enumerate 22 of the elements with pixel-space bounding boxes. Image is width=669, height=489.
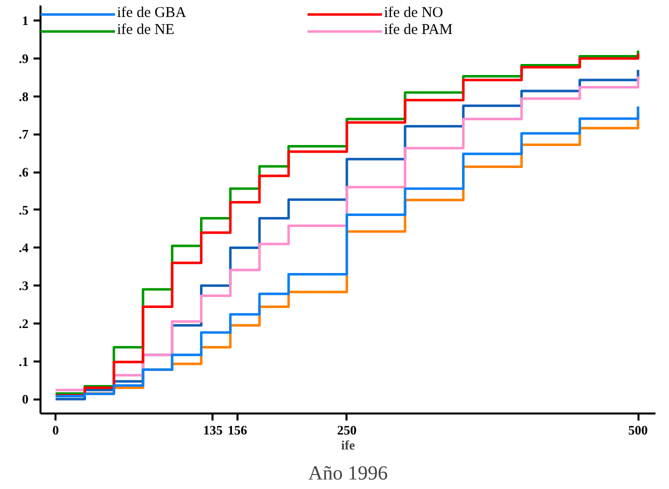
x-tick-label: 156 [228,422,248,438]
y-tick-label: .7 [18,126,29,142]
y-tick-label: .3 [18,278,29,294]
y-tick-label: .9 [18,50,29,66]
y-tick-label: .1 [18,354,28,369]
x-tick-label: 0 [52,422,59,438]
legend-label: ife de PAM [384,22,454,39]
x-tick-label: 135 [203,422,224,438]
text: Año 1996 [308,462,388,484]
legend-label: ife de NE [117,22,176,39]
y-tick-label: .8 [18,88,29,104]
y-tick-label: .4 [18,240,29,256]
y-tick-label: 0 [22,392,28,407]
y-tick-label: .2 [18,316,28,331]
x-tick-label: 250 [337,422,357,438]
y-tick-label: .5 [18,202,29,218]
x-axis-title: ife [341,438,356,452]
y-tick-label: 1 [22,13,28,28]
y-tick-label: .6 [18,164,29,180]
legend-label: ife de GBA [117,5,188,22]
x-tick-label: 500 [628,422,648,438]
legend-label: ife de NO [384,5,444,22]
